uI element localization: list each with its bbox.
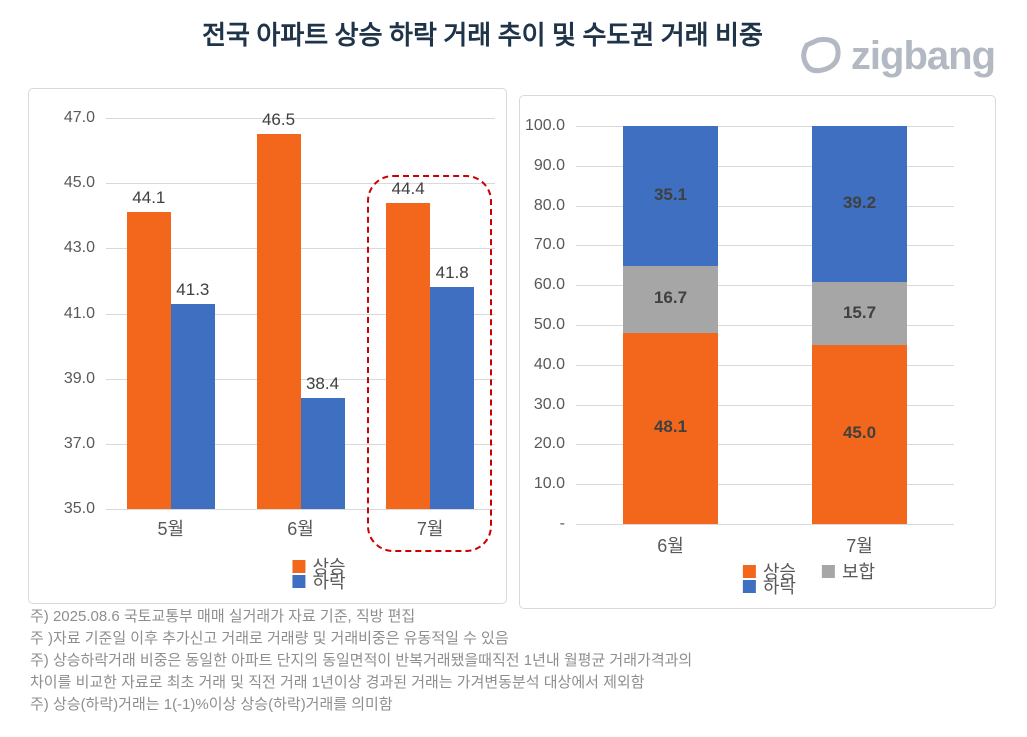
y-axis-tick-label: 41.0	[63, 304, 95, 322]
gridline	[576, 524, 954, 525]
bar-rise	[256, 134, 301, 509]
legend-label: 상승	[312, 557, 346, 577]
legend-item-rise: 상승	[742, 558, 796, 584]
gridline	[106, 118, 495, 119]
footnote-line: 주) 상승(하락)거래는 1(-1)%이상 상승(하락)거래를 의미함	[30, 696, 393, 713]
data-label: 41.8	[435, 263, 469, 283]
data-label: 48.1	[653, 417, 688, 437]
bar-rise	[386, 202, 431, 509]
gridline	[576, 285, 954, 287]
y-axis-tick-label: 39.0	[63, 369, 95, 387]
legend-label: 상승	[762, 562, 796, 582]
x-axis-label: 6월	[657, 536, 684, 556]
legend-swatch	[742, 564, 756, 578]
x-axis-label: 5월	[157, 519, 185, 539]
legend-row: 상승 보합	[742, 558, 875, 584]
legend-swatch	[822, 564, 835, 578]
footnotes: 주) 2025.08.6 국토교통부 매매 실거래가 자료 기준, 직방 편집 …	[30, 606, 692, 716]
legend-item-flat: 보합	[822, 558, 875, 584]
y-axis-tick-label: 100.0	[524, 117, 565, 134]
gridline	[576, 404, 954, 406]
legend-label: 보합	[842, 562, 876, 582]
metro-area-share-stacked-chart: 100.0 90.0 80.0 70.0 60.0 50.0 40.0 30.0 20.0 10.…	[519, 95, 996, 609]
highlight-box	[367, 174, 492, 552]
data-label: 45.0	[842, 423, 877, 443]
legend-swatch	[292, 574, 306, 588]
bar-rise	[126, 212, 171, 509]
data-label: 38.4	[305, 374, 340, 394]
national-rise-fall-trend-chart: 47.0 45.0 43.0 41.0 39.0 37.0 35.0 44.1 41.3 5월 46…	[28, 88, 507, 604]
gridline	[576, 165, 954, 167]
y-axis-tick-label: 60.0	[533, 276, 565, 294]
data-label: 15.7	[842, 302, 877, 322]
gridline	[576, 325, 954, 326]
bar-segment-fall	[812, 126, 907, 283]
gridline	[106, 509, 495, 510]
data-label: 39.2	[842, 193, 877, 213]
gridline	[106, 183, 495, 185]
legend-item-fall: 하락	[292, 568, 346, 594]
bar-fall	[170, 303, 215, 509]
gridline	[576, 126, 954, 127]
bar-segment-flat	[623, 266, 718, 333]
footnote-line: 차이를 비교한 자료로 최초 거래 및 직전 거래 1년이상 경과된 거래는 가…	[30, 674, 645, 691]
gridline	[576, 444, 954, 446]
y-axis-tick-label: 70.0	[533, 236, 565, 254]
zigbang-logo-text: zigbang	[850, 34, 996, 78]
y-axis-tick-label: 37.0	[63, 434, 95, 452]
y-axis-tick-label: 50.0	[533, 316, 565, 333]
footnote-line: 주 )자료 기준일 이후 추가신고 거래로 거래량 및 거래비중은 유동적일 수…	[30, 630, 509, 647]
gridline	[576, 484, 954, 486]
data-label: 41.3	[176, 279, 210, 299]
bar-segment-rise	[623, 332, 718, 524]
y-axis-tick-label: 80.0	[533, 196, 565, 214]
legend-row: 하락	[292, 568, 346, 594]
footnote-line: 주) 2025.08.6 국토교통부 매매 실거래가 자료 기준, 직방 편집	[30, 608, 416, 625]
legend-row: 하락	[742, 573, 796, 599]
y-axis-tick-label: 47.0	[63, 109, 95, 126]
gridline	[106, 248, 495, 250]
legend-item-fall: 하락	[742, 573, 796, 599]
bar-fall	[430, 287, 475, 509]
gridline	[576, 205, 954, 207]
gridline	[106, 378, 495, 380]
y-axis-tick-label: 40.0	[533, 355, 565, 373]
x-axis-label: 7월	[846, 536, 873, 556]
x-axis-label: 6월	[287, 519, 314, 539]
footnote-line: 주) 상승하락거래 비중은 동일한 아파트 단지의 동일면적이 반복거래됐을때직…	[30, 652, 693, 669]
gridline	[576, 245, 954, 247]
x-axis-label: 7월	[416, 519, 444, 539]
legend-swatch	[292, 559, 306, 573]
legend-swatch	[742, 579, 756, 593]
data-label: 46.5	[261, 110, 296, 130]
y-axis-tick-label: 10.0	[533, 475, 565, 493]
legend-row: 상승	[292, 553, 346, 579]
data-label: 44.1	[132, 188, 166, 208]
y-axis-tick-label: 30.0	[533, 395, 565, 413]
bar-segment-flat	[812, 282, 907, 345]
y-axis-tick-label: 90.0	[533, 156, 565, 174]
bar-segment-fall	[623, 126, 718, 267]
y-axis-tick-label: 43.0	[63, 239, 95, 257]
zigbang-logo: zigbang	[797, 34, 996, 78]
legend-label: 하락	[762, 577, 796, 597]
zigbang-logo-icon	[801, 37, 841, 74]
y-axis-tick-label: 35.0	[63, 500, 95, 517]
bar-fall	[300, 398, 345, 509]
legend-label: 하락	[312, 572, 346, 592]
data-label: 44.4	[391, 178, 425, 198]
y-axis-tick-label: 20.0	[533, 435, 565, 453]
gridline	[106, 313, 495, 315]
legend-item-rise: 상승	[292, 553, 346, 579]
page-title: 전국 아파트 상승 하락 거래 추이 및 수도권 거래 비중	[202, 21, 763, 50]
y-axis-tick-label: -	[559, 515, 565, 532]
bar-segment-rise	[812, 344, 907, 524]
data-label: 35.1	[653, 185, 688, 205]
gridline	[576, 364, 954, 366]
data-label: 16.7	[653, 288, 688, 308]
legend: 상승 하락	[292, 553, 346, 594]
y-axis-tick-label: 45.0	[63, 174, 95, 192]
